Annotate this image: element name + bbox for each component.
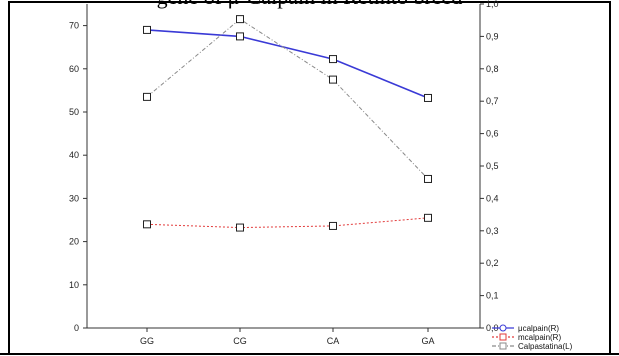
legend: μcalpain(R)mcalpain(R)Calpastatina(L) [492,324,573,351]
right-tick-label: 0,1 [486,291,499,301]
legend-label: μcalpain(R) [518,324,559,333]
legend-marker [499,333,507,341]
x-tick-label: CG [233,336,247,346]
left-tick-label: 70 [69,21,79,31]
left-tick-label: 0 [74,323,79,333]
outer-frame [8,1,611,355]
series-2 [143,15,432,183]
left-tick-label: 30 [69,193,79,203]
left-tick-label: 60 [69,64,79,74]
right-tick-label: 0,8 [486,64,499,74]
data-point [236,223,244,232]
right-tick-label: 0,2 [486,258,499,268]
legend-marker [499,324,507,332]
series-line [146,29,429,99]
data-point [424,93,432,102]
data-point [329,75,337,84]
series-0 [143,25,432,102]
data-point [143,220,151,229]
right-tick-label: 0,6 [486,129,499,139]
chart-title: gene of μ-Calpain in Retinto breed [0,0,619,10]
x-tick-label: GG [140,336,154,346]
data-point [424,174,432,183]
data-point [236,32,244,41]
left-tick-label: 20 [69,237,79,247]
legend-label: Calpastatina(L) [518,342,573,351]
x-tick-label: GA [421,336,434,346]
x-tick-label: CA [327,336,340,346]
right-tick-label: 0,7 [486,96,499,106]
left-tick-label: 10 [69,280,79,290]
data-point [143,25,151,34]
right-tick-label: 0,3 [486,226,499,236]
data-point [329,221,337,230]
legend-marker [499,342,507,350]
data-point [424,213,432,222]
right-tick-label: 1,0 [486,0,499,9]
data-point [236,15,244,24]
right-axis: 0,00,10,20,30,40,50,60,70,80,91,0 [479,0,499,333]
right-tick-label: 0,5 [486,161,499,171]
right-tick-label: 0,9 [486,31,499,41]
left-tick-label: 40 [69,150,79,160]
right-tick-label: 0,4 [486,193,499,203]
left-axis: 0 10 20 30 40 50 60 70 [69,4,88,333]
data-point [329,55,337,64]
x-axis: GG CG CA GA [87,327,480,346]
series-line [146,217,429,229]
series-line [146,18,429,180]
series-1 [143,213,432,232]
left-tick-label: 50 [69,107,79,117]
legend-label: mcalpain(R) [518,333,561,342]
data-point [143,92,151,101]
series-layer [143,15,432,232]
